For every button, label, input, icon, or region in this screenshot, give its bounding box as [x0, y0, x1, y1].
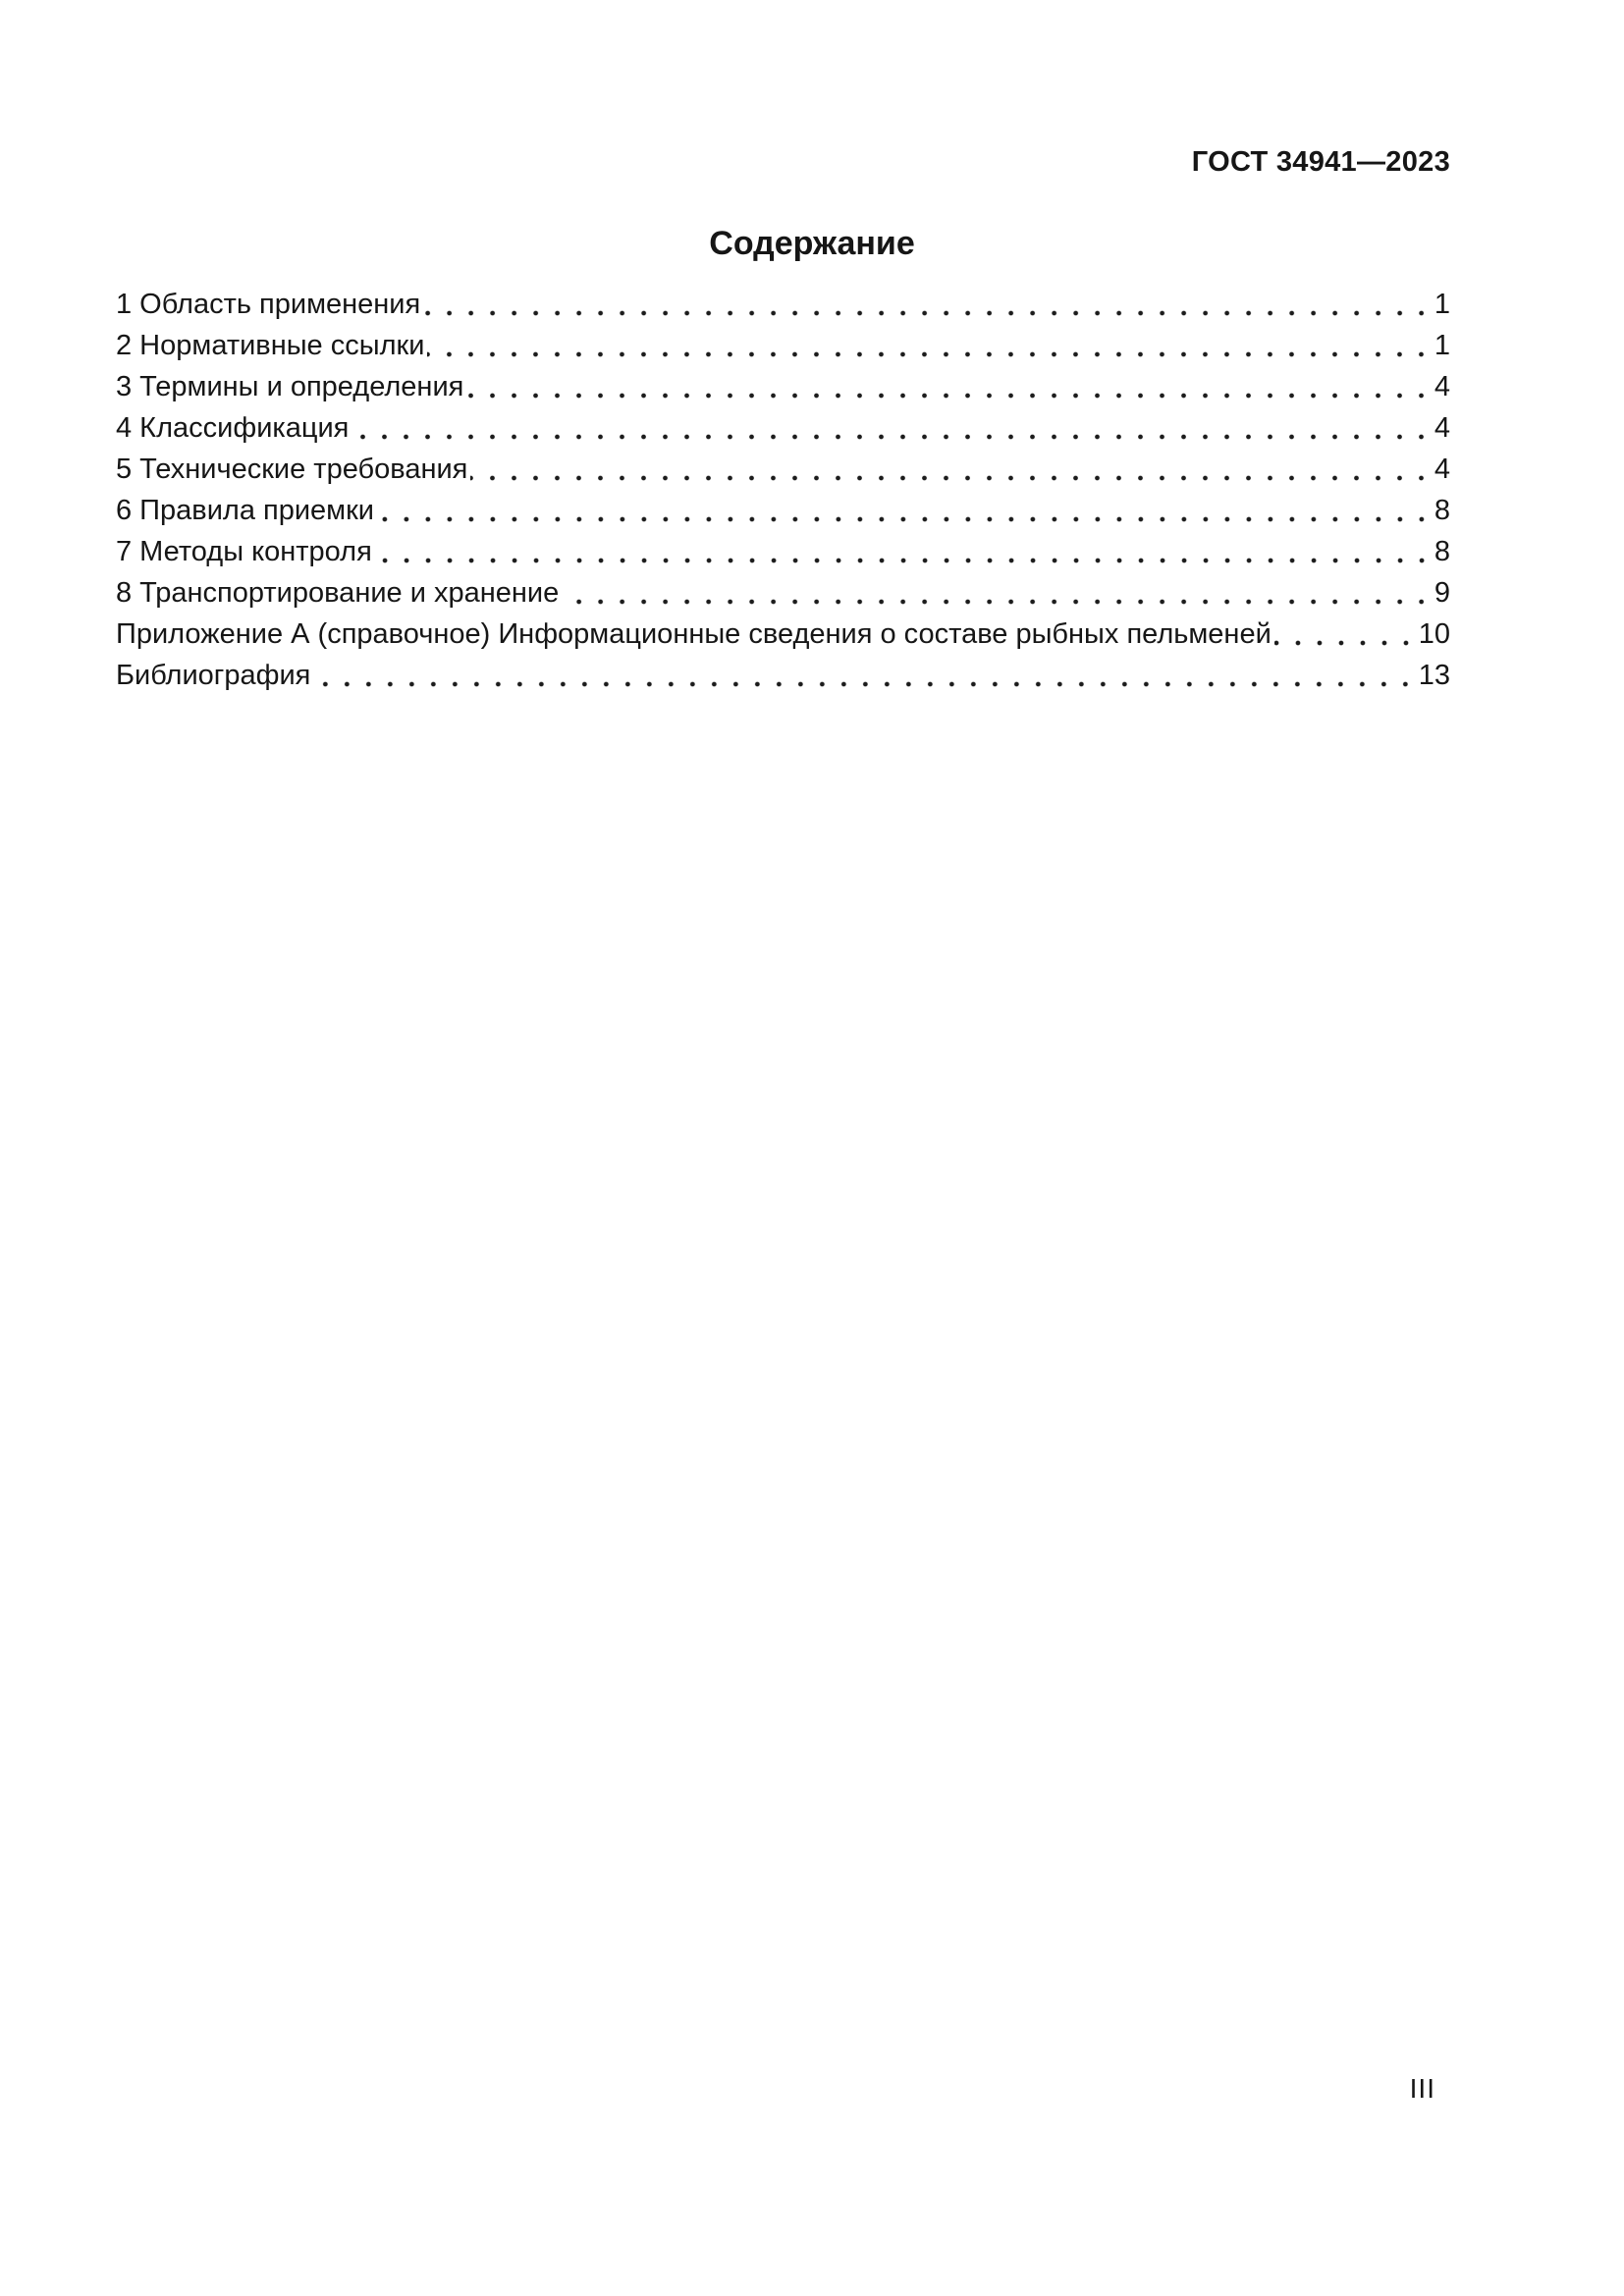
toc-entry-page: 1	[1434, 330, 1450, 361]
toc-entry-title: 3 Термины и определения	[116, 371, 464, 402]
toc-entry-title: 6 Правила приемки	[116, 495, 374, 526]
toc-entry-page: 4	[1434, 454, 1450, 485]
toc-row: 1 Область применения 1	[116, 284, 1450, 325]
toc-entry-page: 13	[1418, 660, 1450, 691]
toc-row: 6 Правила приемки 8	[116, 490, 1450, 531]
toc-row: 2 Нормативные ссылки 1	[116, 325, 1450, 366]
dot-leader	[352, 407, 1435, 449]
dot-leader	[376, 490, 1435, 531]
toc-row: Приложение А (справочное) Информационные…	[116, 614, 1450, 655]
page-title: Содержание	[709, 225, 915, 262]
toc-row: 5 Технические требования 4	[116, 449, 1450, 490]
toc-row: 4 Классификация 4	[116, 407, 1450, 449]
toc-entry-title: 5 Технические требования	[116, 454, 468, 485]
document-code-header: ГОСТ 34941—2023	[1191, 146, 1450, 178]
dot-leader	[1273, 614, 1419, 655]
toc-entry-title: 8 Транспортирование и хранение	[116, 577, 560, 609]
toc-entry-page: 8	[1434, 536, 1450, 567]
dot-leader	[374, 531, 1435, 572]
toc-entry-title: 2 Нормативные ссылки	[116, 330, 425, 361]
toc-entry-title: Приложение А (справочное) Информационные…	[116, 618, 1272, 650]
dot-leader	[466, 366, 1435, 407]
toc-entry-page: 4	[1434, 371, 1450, 402]
dot-leader	[427, 325, 1435, 366]
toc-entry-page: 9	[1434, 577, 1450, 609]
toc-row: Библиография 13	[116, 655, 1450, 696]
toc-entry-page: 10	[1418, 618, 1450, 650]
toc-entry-title: 4 Классификация	[116, 412, 350, 444]
toc-entry-title: Библиография	[116, 660, 311, 691]
toc-entry-page: 4	[1434, 412, 1450, 444]
toc-entry-page: 8	[1434, 495, 1450, 526]
toc-entry-title: 7 Методы контроля	[116, 536, 372, 567]
toc-row: 7 Методы контроля 8	[116, 531, 1450, 572]
toc-list: 1 Область применения 1 2 Нормативные ссы…	[116, 284, 1450, 696]
toc-entry-page: 1	[1434, 289, 1450, 320]
dot-leader	[562, 572, 1435, 614]
dot-leader	[423, 284, 1435, 325]
toc-row: 8 Транспортирование и хранение 9	[116, 572, 1450, 614]
toc-entry-title: 1 Область применения	[116, 289, 421, 320]
toc-row: 3 Термины и определения 4	[116, 366, 1450, 407]
dot-leader	[470, 449, 1435, 490]
footer-page-number: III	[1409, 2073, 1435, 2104]
dot-leader	[313, 655, 1419, 696]
